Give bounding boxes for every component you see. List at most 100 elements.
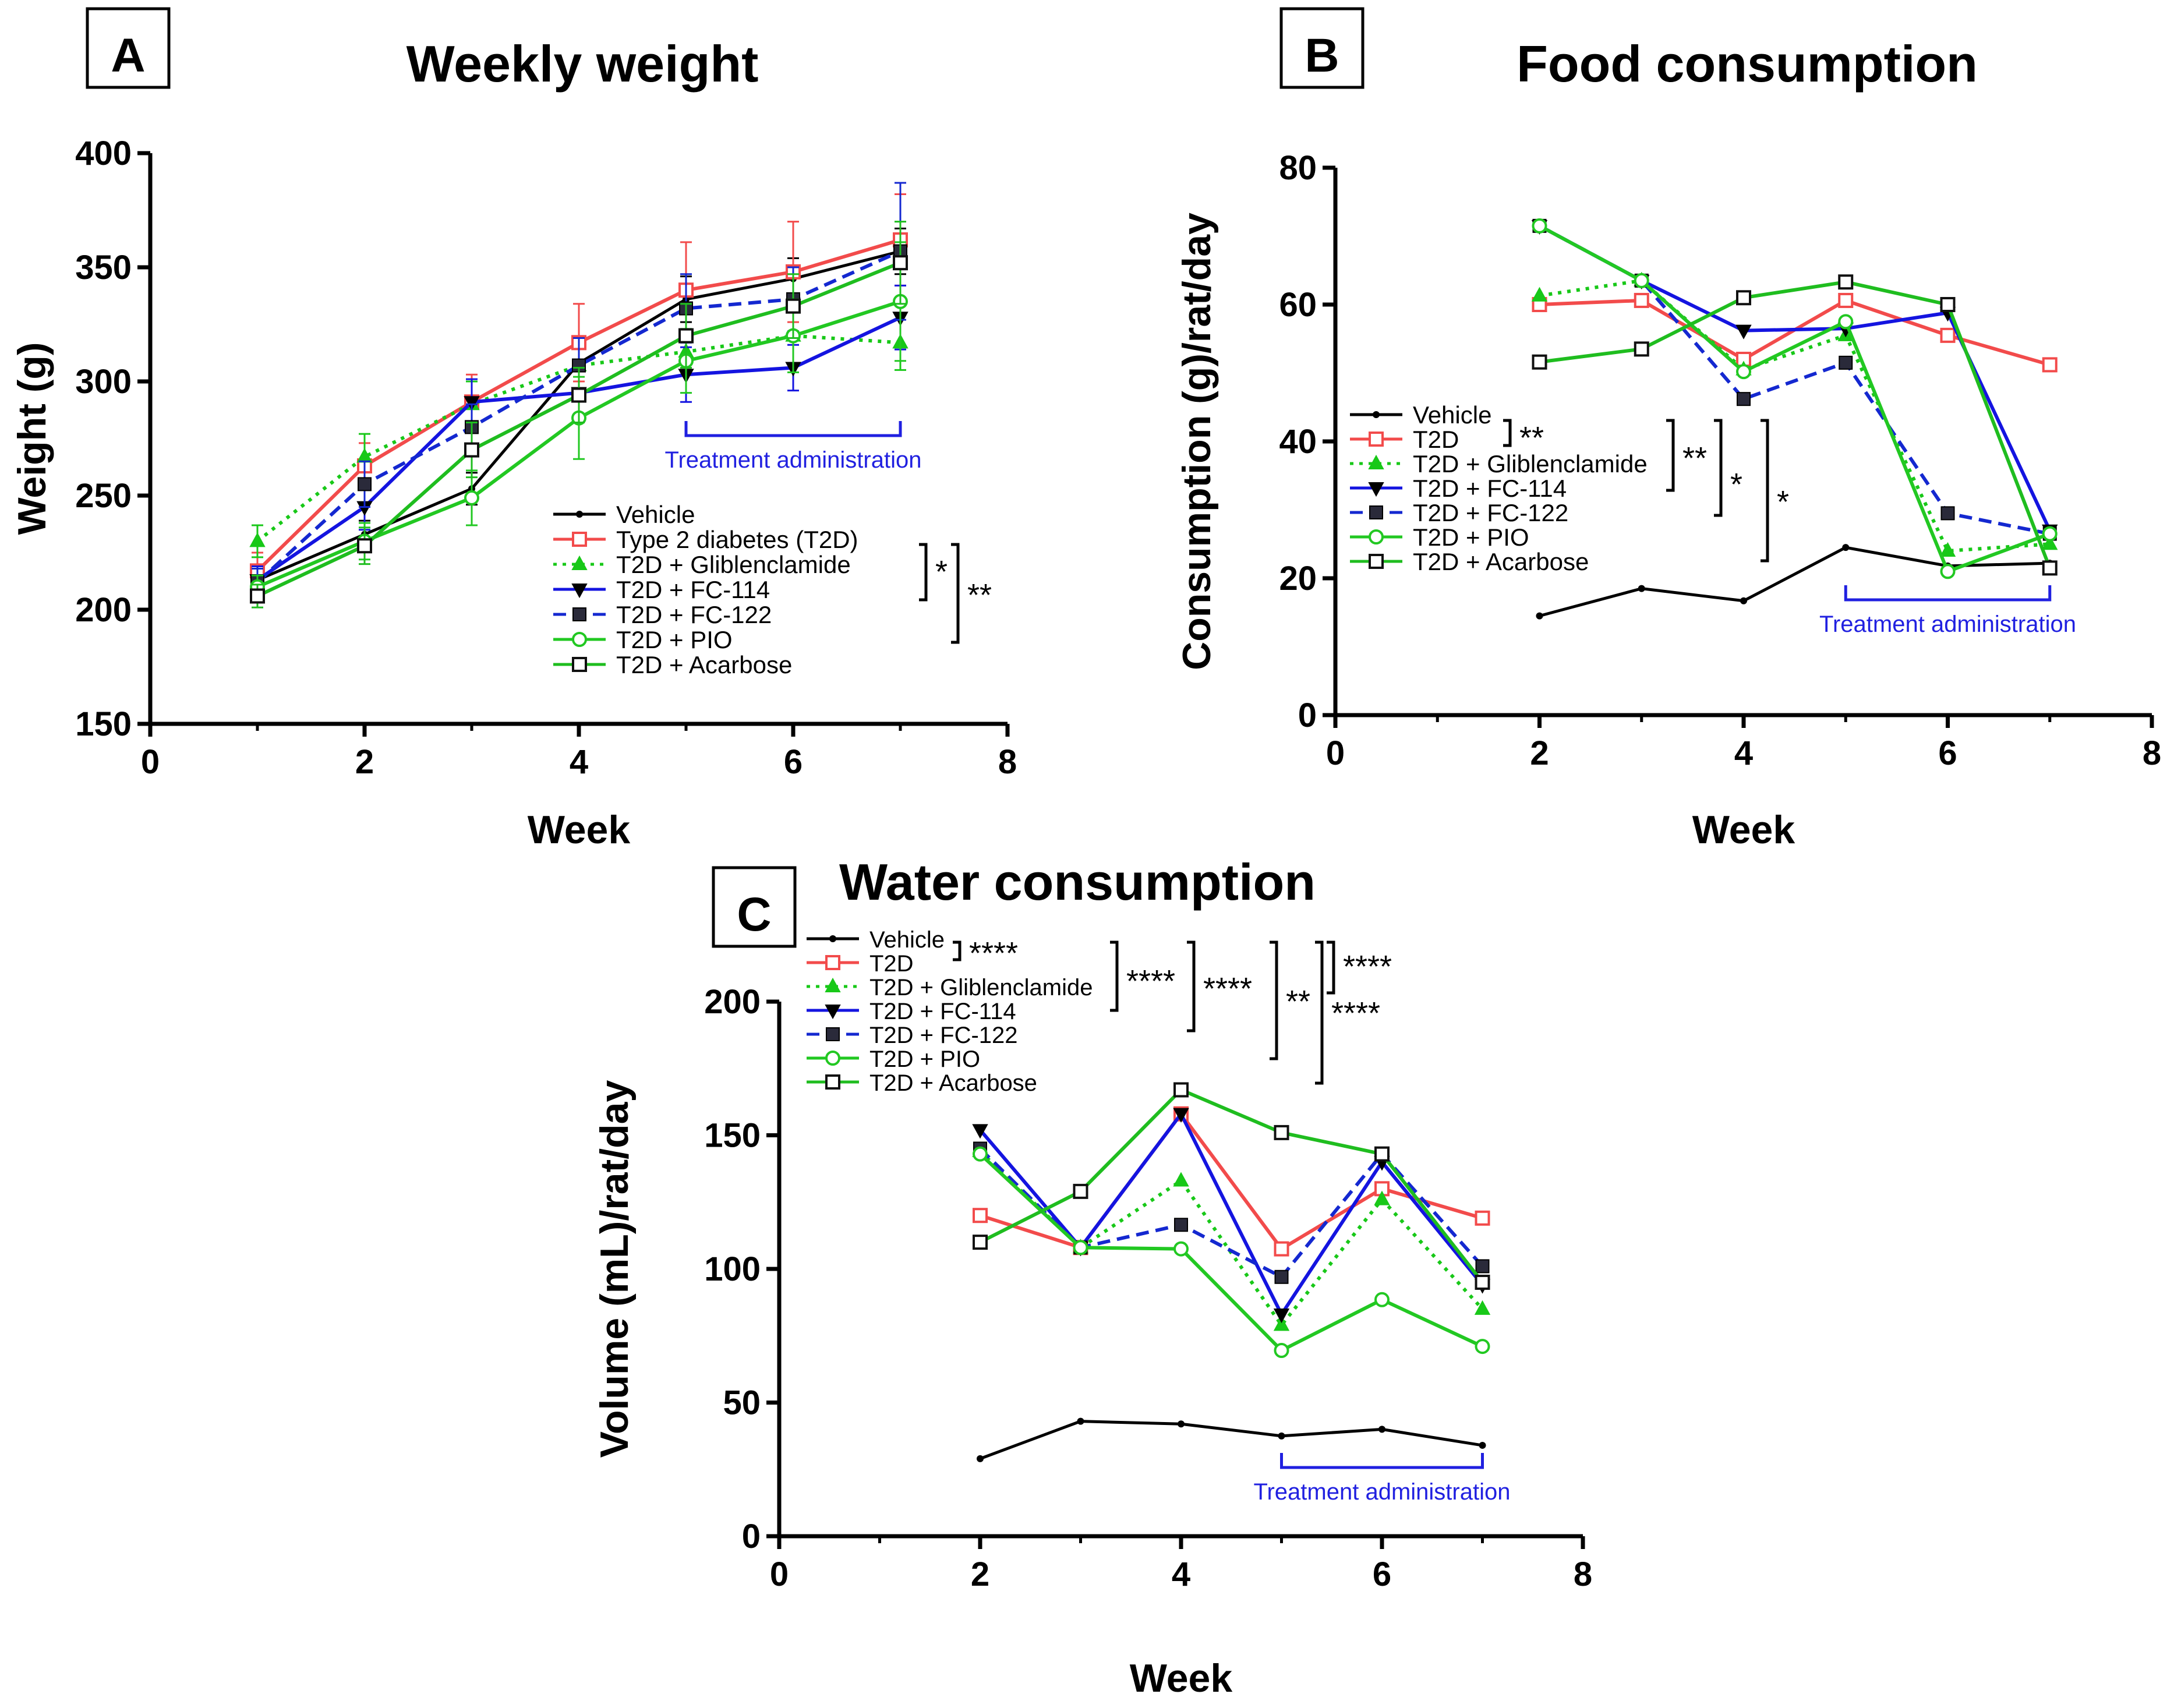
treatment-label: Treatment administration — [1254, 1479, 1511, 1505]
x-tick-label: 6 — [784, 743, 803, 781]
series-pio — [1532, 218, 2058, 579]
y-tick-label: 200 — [704, 983, 761, 1021]
data-point — [1077, 1417, 1084, 1425]
legend-marker — [572, 632, 587, 647]
data-point — [1536, 612, 1543, 620]
data-point — [2042, 526, 2058, 542]
significance-label: ** — [967, 578, 992, 613]
panel-title: Weekly weight — [406, 35, 759, 93]
significance-bracket — [1503, 419, 1512, 447]
significance-bracket — [1714, 419, 1723, 517]
y-tick-label: 350 — [75, 249, 132, 287]
data-point — [1842, 544, 1850, 551]
legend-marker — [1373, 411, 1380, 418]
data-point — [1475, 1274, 1490, 1290]
series-line — [1539, 224, 2052, 532]
y-tick-label: 20 — [1279, 560, 1317, 597]
legend-marker — [572, 532, 587, 547]
data-point — [1374, 1146, 1390, 1162]
panel-letter: A — [111, 29, 145, 82]
significance-label: **** — [1343, 949, 1392, 984]
data-point — [1173, 1108, 1189, 1123]
significance-bracket — [1270, 940, 1278, 1060]
significance-label: ** — [1519, 420, 1544, 455]
legend-marker — [1368, 482, 1384, 497]
x-axis-label: Week — [1692, 808, 1795, 852]
data-point — [1740, 597, 1747, 604]
data-point — [1173, 1172, 1189, 1187]
data-point — [1479, 1441, 1486, 1449]
significance: ***** * — [1503, 419, 1789, 563]
data-point — [1173, 1082, 1189, 1098]
legend-marker — [571, 584, 588, 599]
data-point — [1532, 218, 1547, 234]
significance-bracket — [951, 543, 960, 644]
legend-entry: T2D + Acarbose — [616, 651, 792, 678]
legend-marker — [1369, 432, 1384, 447]
data-point — [1475, 1339, 1490, 1355]
series-line — [1539, 546, 2050, 618]
data-point — [1638, 585, 1645, 592]
data-point — [1838, 292, 1854, 308]
legend-entry: T2D — [869, 951, 914, 977]
significance-label: * — [1777, 485, 1789, 519]
legend-entry: T2D + FC-114 — [1413, 475, 1567, 502]
data-point — [1838, 274, 1854, 290]
significance-bracket — [1315, 940, 1324, 1085]
series-vehicle — [1536, 544, 2053, 620]
series-line — [1539, 224, 2051, 536]
x-tick-label: 4 — [1172, 1555, 1190, 1593]
y-tick-label: 150 — [75, 705, 132, 743]
legend-marker — [1369, 529, 1384, 544]
data-point — [1939, 542, 1956, 557]
data-point — [1634, 292, 1649, 308]
data-point — [1274, 1241, 1289, 1257]
series-t2d — [973, 1106, 1490, 1257]
series-line — [980, 1112, 1483, 1251]
legend-marker — [572, 657, 587, 672]
significance: ******** **** ********** — [953, 936, 1392, 1085]
data-point — [1634, 341, 1649, 357]
legend-marker — [572, 607, 586, 621]
series-line — [980, 1420, 1483, 1461]
data-point — [1274, 1342, 1289, 1358]
legend-entry: T2D + FC-114 — [869, 999, 1016, 1024]
chart-water-consumption: 0 2 4 6 8 0 50 100 150 200 Week Volume (mL)/rat/day… — [592, 927, 1592, 1700]
data-point — [1940, 564, 1956, 579]
x-axis-label: Week — [528, 808, 631, 852]
y-tick-label: 100 — [704, 1250, 761, 1288]
legend-entry: Type 2 diabetes (T2D) — [616, 526, 858, 553]
y-axis-label: Consumption (g)/rat/day — [1175, 213, 1219, 670]
data-point — [1374, 1292, 1390, 1307]
panel-title: Water consumption — [839, 853, 1316, 911]
data-point — [2042, 535, 2058, 550]
data-point — [1073, 1183, 1088, 1199]
significance-bracket — [1327, 940, 1335, 995]
data-point — [1532, 354, 1547, 370]
x-tick-label: 4 — [570, 743, 588, 781]
chart-weekly-weight: 0 2 4 6 8 150 200 250 300 350 400 Week Weight (g) Tre… — [10, 135, 1017, 852]
series-acarbose — [250, 221, 908, 609]
data-point — [1736, 290, 1751, 306]
x-tick-label: 2 — [1530, 734, 1549, 772]
x-tick-label: 0 — [770, 1555, 789, 1593]
significance-label: * — [935, 554, 948, 589]
significance-bracket — [1187, 940, 1196, 1032]
y-tick-label: 200 — [75, 591, 132, 629]
legend-entry: T2D + Gliblenclamide — [616, 551, 851, 578]
panel-title: Food consumption — [1517, 35, 1978, 93]
data-point — [973, 1235, 988, 1250]
data-point — [1737, 392, 1751, 406]
legend-marker — [576, 511, 583, 518]
series-fc114 — [972, 1108, 1491, 1324]
data-point — [358, 477, 372, 491]
legend-entry: T2D + PIO — [1413, 524, 1529, 551]
legend-marker — [571, 555, 588, 570]
treatment-bracket — [684, 421, 902, 437]
significance-bracket — [919, 543, 928, 602]
series-glib — [1531, 271, 2058, 557]
series-pio — [973, 1146, 1490, 1358]
